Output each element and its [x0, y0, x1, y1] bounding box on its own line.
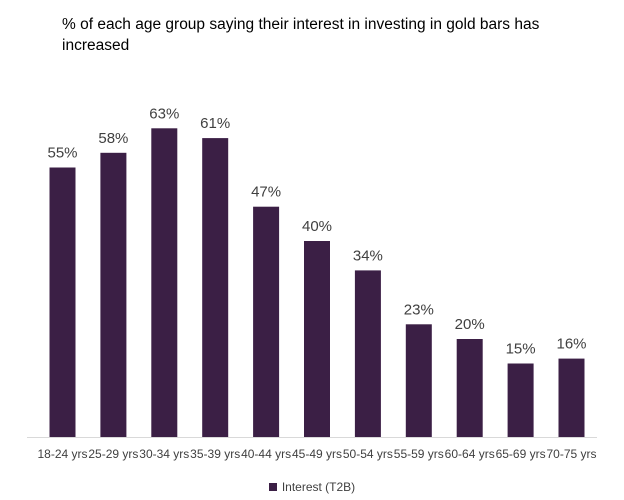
category-label: 45-49 yrs [292, 447, 342, 461]
bar-55-59-yrs [405, 324, 432, 437]
bar-50-54-yrs [354, 270, 381, 437]
data-label: 47% [251, 184, 281, 201]
category-label: 18-24 yrs [37, 447, 87, 461]
data-label: 20% [455, 316, 485, 333]
chart-title: % of each age group saying their interes… [62, 16, 540, 54]
category-label: 65-69 yrs [496, 447, 546, 461]
bar-18-24-yrs [49, 167, 76, 437]
bar-chart: 55% 58% 63% 61% 47% 40% 34% 23% 20% 15% 16% 18-24 … [27, 105, 597, 461]
data-label: 58% [98, 130, 128, 147]
value-labels-group: 55% 58% 63% 61% 47% 40% 34% 23% 20% 15% 16% [47, 105, 586, 357]
data-label: 55% [47, 145, 77, 162]
legend-swatch [268, 483, 277, 491]
data-label: 15% [506, 341, 536, 358]
bar-25-29-yrs [100, 152, 127, 438]
category-label: 55-59 yrs [394, 447, 444, 461]
category-label: 40-44 yrs [241, 447, 291, 461]
category-label: 35-39 yrs [190, 447, 240, 461]
bars-group [49, 128, 585, 438]
category-label: 50-54 yrs [343, 447, 393, 461]
category-label: 70-75 yrs [546, 447, 596, 461]
data-label: 40% [302, 218, 332, 235]
bar-30-34-yrs [151, 128, 178, 438]
bar-40-44-yrs [253, 206, 280, 437]
bar-35-39-yrs [202, 138, 229, 437]
category-label: 60-64 yrs [445, 447, 495, 461]
data-label: 16% [556, 336, 586, 353]
bar-60-64-yrs [456, 339, 483, 437]
legend-label: Interest (T2B) [281, 480, 356, 494]
bar-45-49-yrs [304, 241, 330, 437]
data-label: 34% [353, 247, 383, 264]
category-label: 30-34 yrs [139, 447, 189, 461]
data-label: 63% [149, 105, 179, 122]
data-label: 61% [200, 115, 230, 132]
bar-65-69-yrs [507, 363, 534, 437]
data-label: 23% [404, 301, 434, 318]
category-label: 25-29 yrs [88, 447, 138, 461]
category-labels-group: 18-24 yrs 25-29 yrs 30-34 yrs 35-39 yrs 40-4… [37, 447, 596, 461]
legend: Interest (T2B) [0, 480, 624, 494]
bar-70-75-yrs [558, 358, 585, 437]
